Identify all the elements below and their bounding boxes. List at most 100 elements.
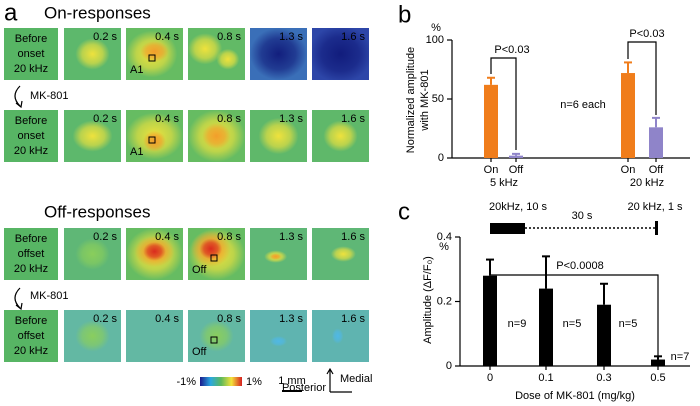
time-label: 1.3 s: [279, 113, 303, 125]
activity-blob: [330, 246, 356, 262]
bar: [484, 84, 498, 158]
activity-blob: [188, 33, 223, 65]
y-tick-label: 100: [426, 34, 444, 46]
x-tick-label: On: [484, 164, 499, 176]
activity-blob: [202, 123, 231, 149]
response-image: [250, 110, 307, 162]
response-image: [250, 310, 307, 362]
activity-blob: [72, 120, 113, 152]
roi-label: A1: [130, 64, 143, 76]
response-image: [64, 110, 121, 162]
orientation-label: Posterior: [282, 382, 326, 394]
condition-label: Before: [15, 233, 47, 245]
section-title: Off-responses: [44, 202, 150, 221]
activity-blob: [75, 238, 110, 270]
roi-box: [148, 54, 156, 62]
time-label: 0.8 s: [217, 113, 241, 125]
x-tick-label: Off: [649, 164, 664, 176]
arrow-head: [15, 302, 23, 311]
colorbar-max: 1%: [246, 376, 262, 388]
y-axis-label: Normalized amplitude: [405, 47, 417, 153]
condition-box: [4, 310, 58, 362]
x-axis-label: Dose of MK-801 (mg/kg): [515, 390, 635, 402]
condition-label: onset: [18, 130, 45, 142]
time-label: 1.6 s: [341, 31, 365, 43]
response-image: [126, 28, 183, 80]
condition-label: 20 kHz: [14, 345, 48, 357]
y-unit: %: [431, 22, 441, 34]
response-image: [64, 310, 121, 362]
group-label: 5 kHz: [490, 177, 518, 189]
condition-label: onset: [18, 48, 45, 60]
x-tick-label: 0.5: [650, 372, 665, 384]
x-tick-label: On: [621, 164, 636, 176]
response-image: [312, 228, 369, 280]
orientation-label: Medial: [340, 373, 372, 385]
bar: [621, 73, 635, 158]
y-axis-label: Amplitude (ΔF/F₀): [422, 256, 434, 344]
time-label: 1.6 s: [341, 113, 365, 125]
roi-label: Off: [192, 346, 207, 358]
group-label: 20 kHz: [630, 177, 664, 189]
activity-blob: [269, 336, 288, 347]
response-image: [126, 310, 183, 362]
roi-label: A1: [130, 146, 143, 158]
curved-arrow: [14, 85, 21, 107]
response-image: [188, 310, 245, 362]
condition-label: offset: [18, 330, 45, 342]
image-bg: [126, 310, 183, 362]
response-image: [312, 28, 369, 80]
annotation: P<0.03: [629, 28, 664, 40]
y-tick-label: 0: [438, 152, 444, 164]
activity-blob: [75, 320, 110, 352]
condition-box: [4, 28, 58, 80]
curved-arrow: [14, 287, 21, 309]
condition-box: [4, 228, 58, 280]
stimulus-short: [655, 221, 658, 235]
x-tick-label: 0.3: [596, 372, 611, 384]
annotation: P<0.03: [494, 44, 529, 56]
y-axis-label: with MK-801: [419, 69, 431, 131]
response-image: [312, 310, 369, 362]
activity-blob: [250, 28, 307, 80]
activity-blob: [216, 48, 240, 70]
arrow-head: [15, 100, 23, 109]
significance-bracket: [627, 41, 657, 115]
time-label: 0.8 s: [217, 231, 241, 243]
response-image: [188, 228, 245, 280]
activity-blob: [143, 242, 166, 261]
panel-letter: a: [4, 0, 18, 26]
n-label: n=5: [563, 318, 582, 330]
roi-box: [210, 336, 218, 344]
condition-label: 20 kHz: [14, 145, 48, 157]
section-title: On-responses: [44, 3, 151, 22]
roi-box: [210, 254, 218, 262]
response-image: [250, 228, 307, 280]
activity-blob: [258, 117, 299, 155]
condition-label: offset: [18, 248, 45, 260]
activity-blob: [75, 38, 110, 70]
significance-bracket: [489, 259, 659, 356]
y-unit: %: [439, 241, 449, 253]
response-image: [64, 228, 121, 280]
response-image: [64, 28, 121, 80]
stimulus-long: [490, 223, 525, 234]
orientation-axes: [326, 367, 352, 393]
annotation: P<0.0008: [556, 260, 603, 272]
stimulus-label: 20 kHz, 1 s: [627, 201, 683, 213]
response-image: [126, 110, 183, 162]
response-image: [250, 28, 307, 80]
condition-label: 20 kHz: [14, 263, 48, 275]
x-tick-label: Off: [509, 164, 524, 176]
bar: [509, 155, 523, 158]
time-label: 0.2 s: [93, 231, 117, 243]
activity-blob: [140, 41, 169, 62]
stimulus-label: 20kHz, 10 s: [489, 201, 548, 213]
roi-box: [148, 136, 156, 144]
response-image: [188, 110, 245, 162]
roi-label: Off: [192, 264, 207, 276]
activity-blob: [323, 120, 358, 152]
time-label: 1.3 s: [279, 31, 303, 43]
condition-label: Before: [15, 315, 47, 327]
y-tick-label: 0.2: [437, 295, 452, 307]
